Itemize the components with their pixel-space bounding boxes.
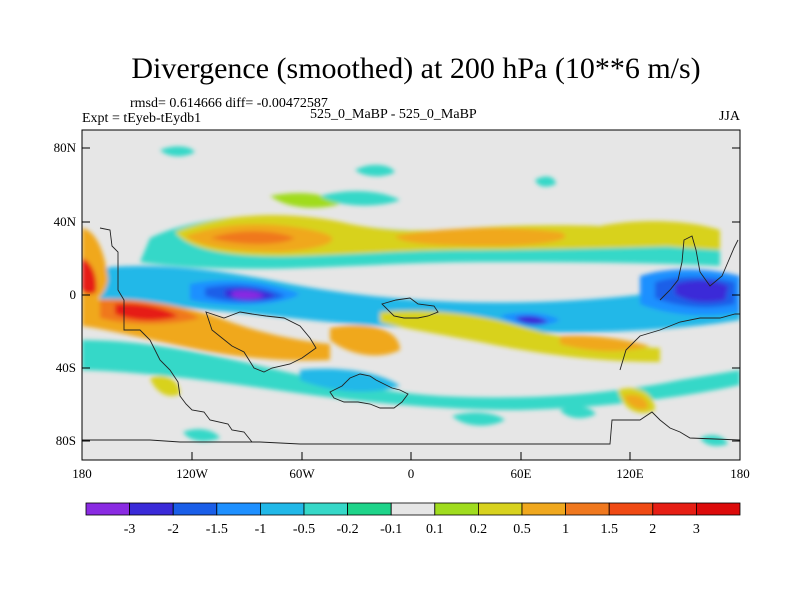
colorbar-swatch — [434, 502, 479, 516]
colorbar-label: -1 — [255, 522, 267, 537]
lat-tick-label: 80N — [54, 140, 77, 155]
coastline-americas — [99, 227, 253, 443]
experiment-label: Expt = tEyeb-tEydb1 — [82, 111, 202, 126]
lat-tick-label: 40N — [54, 214, 77, 229]
colorbar-label: -0.2 — [337, 522, 359, 537]
lon-tick-label: 60E — [511, 466, 532, 481]
coastline-africa — [381, 297, 439, 319]
lat-axis — [82, 147, 740, 442]
lon-tick-label: 180 — [72, 466, 92, 481]
coastline-small-island — [329, 373, 409, 409]
lon-axis — [81, 452, 741, 460]
colorbar-label: 0.2 — [470, 522, 488, 537]
colorbar: -3 -2 -1.5 -1 -0.5 -0.2 -0.1 0.1 0.2 0.5 1 1.5 2 3 — [85, 502, 741, 537]
colorbar-swatch — [129, 502, 174, 516]
colorbar-label: 1 — [562, 522, 569, 537]
colorbar-label: 2 — [649, 522, 656, 537]
divergence-contours — [82, 146, 740, 446]
colorbar-swatch — [390, 502, 436, 516]
colorbar-swatch — [696, 502, 741, 516]
contour-patch — [624, 394, 648, 410]
lon-tick-label: 120W — [176, 466, 209, 481]
contour-patch — [150, 375, 180, 397]
contour-patch — [560, 406, 596, 419]
contour-patch — [600, 221, 720, 250]
colorbar-swatch — [303, 502, 348, 516]
contour-patch — [82, 340, 740, 410]
lon-tick-label: 0 — [408, 466, 415, 481]
colorbar-swatch — [85, 502, 130, 516]
contour-patch — [232, 290, 264, 299]
contour-patch — [100, 265, 740, 333]
colorbar-swatch — [521, 502, 566, 516]
colorbar-swatch — [347, 502, 392, 516]
lat-tick-label: 0 — [70, 287, 77, 302]
colorbar-label: -1.5 — [206, 522, 228, 537]
contour-patch — [183, 429, 220, 442]
coastline-asia — [659, 235, 739, 301]
contour-patch — [115, 303, 178, 321]
contour-patch — [210, 231, 295, 244]
coastlines — [82, 227, 740, 445]
contour-patch — [330, 325, 400, 356]
contour-patch — [300, 368, 400, 392]
contour-patch — [355, 164, 395, 177]
colorbar-label: -3 — [124, 522, 136, 537]
colorbar-label: -0.1 — [380, 522, 402, 537]
coastline-antarctica — [82, 411, 740, 445]
colorbar-swatch — [172, 502, 218, 516]
contour-patch — [675, 280, 728, 302]
coastline-south-america — [205, 311, 317, 373]
colorbar-label: -0.5 — [293, 522, 315, 537]
colorbar-swatch — [259, 502, 305, 516]
contour-patch — [395, 227, 566, 246]
contour-patch — [82, 258, 97, 295]
lon-tick-label: 120E — [616, 466, 644, 481]
contour-patch — [452, 412, 505, 426]
lon-tick-label: 60W — [289, 466, 315, 481]
contour-patch — [700, 435, 728, 446]
contour-patch — [320, 191, 400, 206]
contour-patch — [535, 176, 556, 187]
colorbar-swatch — [477, 502, 523, 516]
coastline-australia — [619, 313, 740, 371]
colorbar-label: 0.5 — [513, 522, 531, 537]
contour-patch — [560, 335, 650, 352]
lat-tick-label: 80S — [56, 433, 76, 448]
case-label: 525_0_MaBP - 525_0_MaBP — [310, 107, 477, 122]
contour-patch — [515, 315, 548, 325]
contour-patch — [160, 146, 195, 157]
stats-line: rmsd= 0.614666 diff= -0.00472587 — [130, 96, 328, 111]
season-label: JJA — [718, 109, 740, 124]
colorbar-label: 1.5 — [600, 522, 618, 537]
colorbar-swatch — [652, 502, 697, 516]
colorbar-label: 3 — [693, 522, 700, 537]
map-title: Divergence (smoothed) at 200 hPa (10**6 … — [131, 52, 701, 85]
colorbar-label: 0.1 — [426, 522, 444, 537]
map-plot-area — [82, 130, 740, 460]
colorbar-swatch — [608, 502, 654, 516]
lon-tick-label: 180 — [730, 466, 750, 481]
lat-tick-label: 40S — [56, 360, 76, 375]
colorbar-label: -2 — [167, 522, 179, 537]
colorbar-swatch — [216, 502, 261, 516]
colorbar-swatch — [565, 502, 610, 516]
